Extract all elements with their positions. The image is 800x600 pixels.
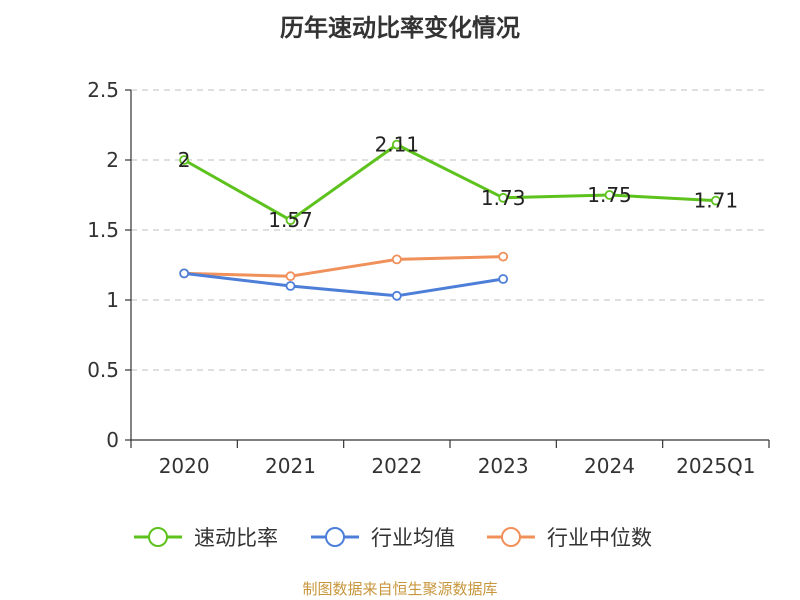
data-point[interactable] (391, 139, 402, 150)
y-tick-label: 2 (106, 148, 119, 172)
legend-label[interactable]: 行业均值 (371, 526, 455, 550)
data-point[interactable] (179, 268, 190, 279)
data-point[interactable] (391, 290, 402, 301)
data-label: 2 (178, 148, 191, 172)
legend-marker[interactable] (148, 527, 168, 547)
y-tick-label: 0 (106, 428, 119, 452)
data-label: 1.73 (481, 186, 526, 210)
data-point[interactable] (498, 251, 509, 262)
y-tick-label: 2.5 (87, 78, 119, 102)
y-tick-label: 1.5 (87, 218, 119, 242)
y-tick-label: 1 (106, 288, 119, 312)
series-line (183, 143, 716, 222)
data-label: 1.57 (268, 208, 313, 232)
legend-marker[interactable] (325, 527, 345, 547)
x-tick-label: 2021 (265, 454, 316, 478)
y-tick-label: 0.5 (87, 358, 119, 382)
data-point[interactable] (285, 281, 296, 291)
data-source-footer: 制图数据来自恒生聚源数据库 (302, 580, 498, 598)
x-tick-label: 2022 (371, 454, 422, 478)
data-label: 2.11 (375, 133, 420, 157)
data-point[interactable] (498, 274, 509, 284)
chart-title: 历年速动比率变化情况 (280, 14, 520, 42)
series-line (184, 255, 504, 278)
data-label: 1.75 (587, 183, 632, 207)
data-label: 1.71 (694, 189, 739, 213)
x-tick-label: 2024 (584, 454, 635, 478)
legend-label[interactable]: 速动比率 (194, 526, 278, 550)
data-point[interactable] (498, 192, 509, 203)
series-line (183, 271, 504, 298)
x-tick-label: 2020 (159, 454, 210, 478)
data-point[interactable] (285, 271, 296, 282)
data-point[interactable] (710, 195, 721, 206)
data-point[interactable] (179, 155, 190, 165)
legend-label[interactable]: 行业中位数 (547, 526, 652, 550)
legend-marker[interactable] (501, 527, 521, 547)
data-point[interactable] (604, 190, 615, 200)
x-tick-label: 2023 (478, 454, 529, 478)
data-point[interactable] (391, 254, 402, 265)
x-tick-label: 2025Q1 (676, 454, 755, 478)
data-point[interactable] (285, 215, 296, 226)
